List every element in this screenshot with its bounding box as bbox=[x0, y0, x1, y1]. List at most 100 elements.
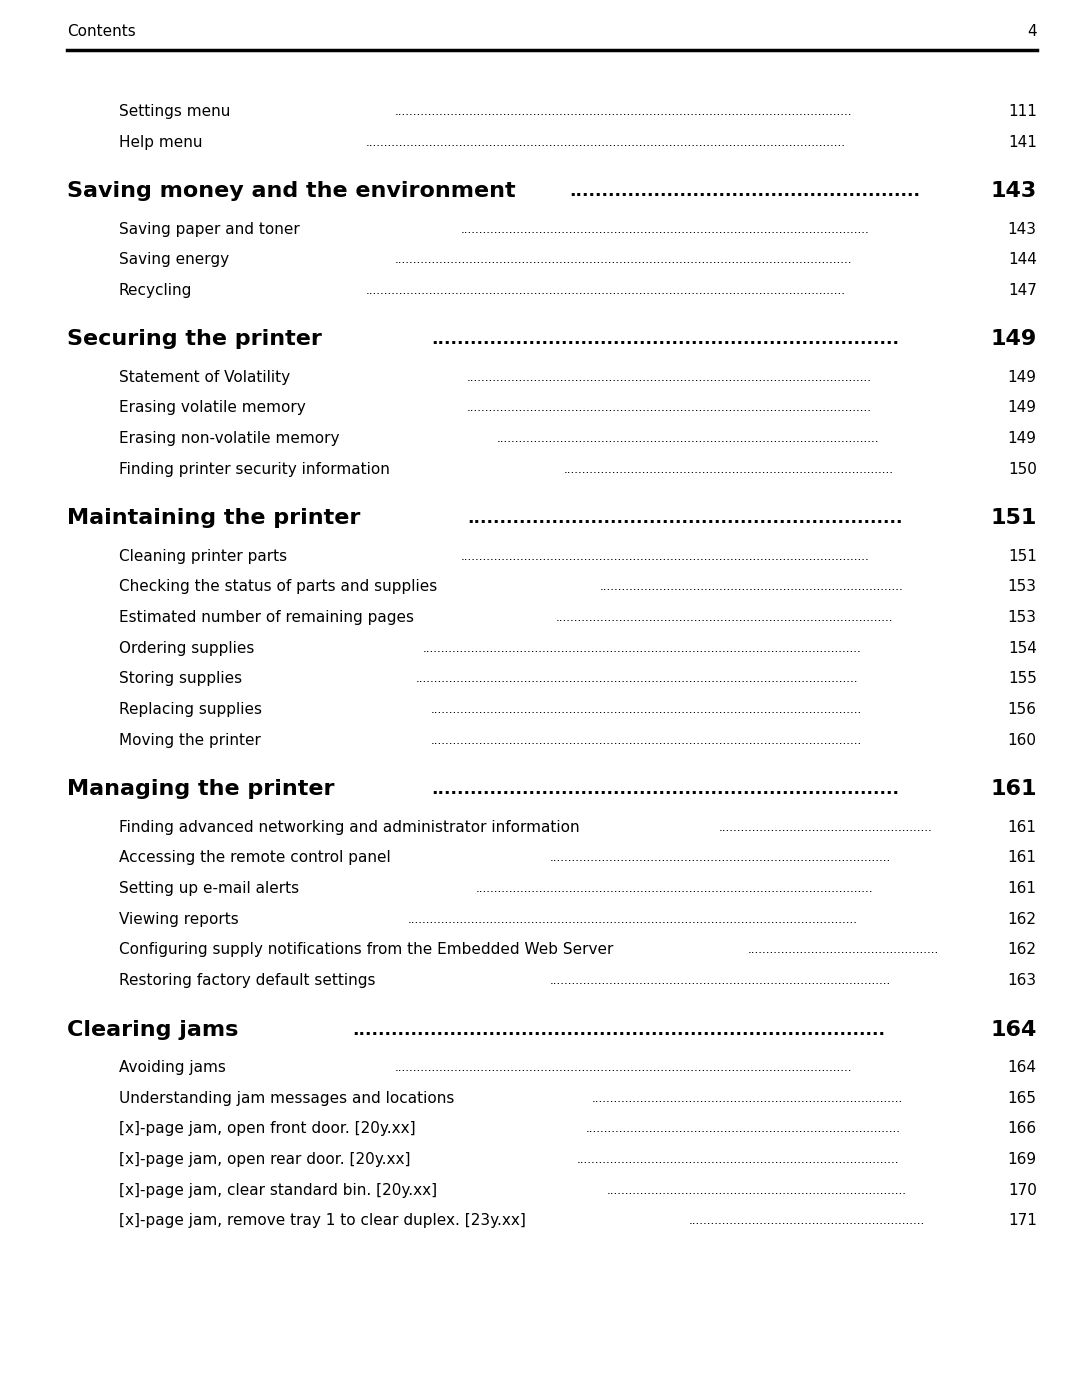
Text: ................................................................................: ........................................… bbox=[467, 401, 872, 415]
Text: 151: 151 bbox=[990, 509, 1037, 528]
Text: ................................................................................: ........................................… bbox=[416, 672, 859, 686]
Text: ................................................................................: ........................................… bbox=[395, 253, 852, 267]
Text: 165: 165 bbox=[1008, 1091, 1037, 1105]
Text: Contents: Contents bbox=[67, 24, 136, 39]
Text: 163: 163 bbox=[1008, 974, 1037, 988]
Text: 150: 150 bbox=[1008, 462, 1037, 476]
Text: Managing the printer: Managing the printer bbox=[67, 780, 335, 799]
Text: ......................................................: ........................................… bbox=[570, 183, 921, 200]
Text: 147: 147 bbox=[1008, 284, 1037, 298]
Text: Restoring factory default settings: Restoring factory default settings bbox=[119, 974, 376, 988]
Text: 143: 143 bbox=[1008, 222, 1037, 236]
Text: ................................................................................: ........................................… bbox=[395, 1060, 852, 1074]
Text: ........................................................................: ........................................… bbox=[431, 781, 900, 798]
Text: [x]-page jam, remove tray 1 to clear duplex. [23y.xx]: [x]-page jam, remove tray 1 to clear dup… bbox=[119, 1214, 526, 1228]
Text: Erasing non-volatile memory: Erasing non-volatile memory bbox=[119, 432, 339, 446]
Text: 111: 111 bbox=[1008, 105, 1037, 119]
Text: ........................................................................: ........................................… bbox=[431, 331, 900, 348]
Text: ................................................................................: ........................................… bbox=[352, 1021, 885, 1038]
Text: 164: 164 bbox=[990, 1020, 1037, 1039]
Text: Storing supplies: Storing supplies bbox=[119, 672, 242, 686]
Text: ................................................................................: ........................................… bbox=[550, 974, 891, 988]
Text: ................................................................................: ........................................… bbox=[395, 105, 852, 119]
Text: 171: 171 bbox=[1008, 1214, 1037, 1228]
Text: Erasing volatile memory: Erasing volatile memory bbox=[119, 401, 306, 415]
Text: 161: 161 bbox=[1008, 851, 1037, 865]
Text: Setting up e-mail alerts: Setting up e-mail alerts bbox=[119, 882, 299, 895]
Text: Moving the printer: Moving the printer bbox=[119, 733, 260, 747]
Text: .........................................................: ........................................… bbox=[718, 820, 932, 834]
Text: ................................................................................: ........................................… bbox=[600, 580, 904, 594]
Text: Settings menu: Settings menu bbox=[119, 105, 230, 119]
Text: ................................................................................: ........................................… bbox=[585, 1122, 901, 1136]
Text: ...............................................................: ........................................… bbox=[689, 1214, 926, 1228]
Text: ................................................................................: ........................................… bbox=[497, 432, 879, 446]
Text: Finding printer security information: Finding printer security information bbox=[119, 462, 390, 476]
Text: ................................................................................: ........................................… bbox=[460, 549, 869, 563]
Text: ................................................................................: ........................................… bbox=[431, 733, 862, 747]
Text: 161: 161 bbox=[1008, 882, 1037, 895]
Text: Securing the printer: Securing the printer bbox=[67, 330, 322, 349]
Text: ................................................................................: ........................................… bbox=[365, 284, 846, 298]
Text: Configuring supply notifications from the Embedded Web Server: Configuring supply notifications from th… bbox=[119, 943, 613, 957]
Text: 161: 161 bbox=[1008, 820, 1037, 834]
Text: 141: 141 bbox=[1008, 136, 1037, 149]
Text: 143: 143 bbox=[990, 182, 1037, 201]
Text: Understanding jam messages and locations: Understanding jam messages and locations bbox=[119, 1091, 455, 1105]
Text: 170: 170 bbox=[1008, 1183, 1037, 1197]
Text: ................................................................................: ........................................… bbox=[422, 641, 862, 655]
Text: ................................................................................: ........................................… bbox=[577, 1153, 900, 1166]
Text: ...................................................................: ........................................… bbox=[468, 510, 903, 527]
Text: Estimated number of remaining pages: Estimated number of remaining pages bbox=[119, 610, 414, 624]
Text: 144: 144 bbox=[1008, 253, 1037, 267]
Text: 156: 156 bbox=[1008, 703, 1037, 717]
Text: 151: 151 bbox=[1008, 549, 1037, 563]
Text: 153: 153 bbox=[1008, 580, 1037, 594]
Text: Viewing reports: Viewing reports bbox=[119, 912, 239, 926]
Text: Avoiding jams: Avoiding jams bbox=[119, 1060, 226, 1074]
Text: Statement of Volatility: Statement of Volatility bbox=[119, 370, 289, 384]
Text: 149: 149 bbox=[1008, 370, 1037, 384]
Text: ................................................................................: ........................................… bbox=[467, 370, 872, 384]
Text: Ordering supplies: Ordering supplies bbox=[119, 641, 254, 655]
Text: [x]-page jam, clear standard bin. [20y.xx]: [x]-page jam, clear standard bin. [20y.x… bbox=[119, 1183, 437, 1197]
Text: ................................................................................: ........................................… bbox=[564, 462, 894, 476]
Text: 149: 149 bbox=[1008, 432, 1037, 446]
Text: Accessing the remote control panel: Accessing the remote control panel bbox=[119, 851, 391, 865]
Text: ...................................................: ........................................… bbox=[748, 943, 940, 957]
Text: [x]-page jam, open front door. [20y.xx]: [x]-page jam, open front door. [20y.xx] bbox=[119, 1122, 416, 1136]
Text: Saving paper and toner: Saving paper and toner bbox=[119, 222, 299, 236]
Text: 166: 166 bbox=[1008, 1122, 1037, 1136]
Text: Cleaning printer parts: Cleaning printer parts bbox=[119, 549, 287, 563]
Text: 169: 169 bbox=[1008, 1153, 1037, 1166]
Text: ................................................................................: ........................................… bbox=[592, 1091, 903, 1105]
Text: Replacing supplies: Replacing supplies bbox=[119, 703, 261, 717]
Text: 162: 162 bbox=[1008, 943, 1037, 957]
Text: ................................................................................: ........................................… bbox=[550, 851, 891, 865]
Text: 160: 160 bbox=[1008, 733, 1037, 747]
Text: ................................................................................: ........................................… bbox=[475, 882, 873, 895]
Text: 4: 4 bbox=[1027, 24, 1037, 39]
Text: 154: 154 bbox=[1008, 641, 1037, 655]
Text: Checking the status of parts and supplies: Checking the status of parts and supplie… bbox=[119, 580, 437, 594]
Text: Saving energy: Saving energy bbox=[119, 253, 229, 267]
Text: 149: 149 bbox=[990, 330, 1037, 349]
Text: Maintaining the printer: Maintaining the printer bbox=[67, 509, 361, 528]
Text: 162: 162 bbox=[1008, 912, 1037, 926]
Text: ................................................................................: ........................................… bbox=[607, 1183, 906, 1197]
Text: [x]-page jam, open rear door. [20y.xx]: [x]-page jam, open rear door. [20y.xx] bbox=[119, 1153, 410, 1166]
Text: 161: 161 bbox=[990, 780, 1037, 799]
Text: Recycling: Recycling bbox=[119, 284, 192, 298]
Text: 155: 155 bbox=[1008, 672, 1037, 686]
Text: 149: 149 bbox=[1008, 401, 1037, 415]
Text: ................................................................................: ........................................… bbox=[365, 136, 846, 149]
Text: 164: 164 bbox=[1008, 1060, 1037, 1074]
Text: ................................................................................: ........................................… bbox=[556, 610, 893, 624]
Text: ................................................................................: ........................................… bbox=[408, 912, 858, 926]
Text: Finding advanced networking and administrator information: Finding advanced networking and administ… bbox=[119, 820, 580, 834]
Text: Help menu: Help menu bbox=[119, 136, 202, 149]
Text: ................................................................................: ........................................… bbox=[460, 222, 869, 236]
Text: 153: 153 bbox=[1008, 610, 1037, 624]
Text: ................................................................................: ........................................… bbox=[431, 703, 862, 717]
Text: Clearing jams: Clearing jams bbox=[67, 1020, 239, 1039]
